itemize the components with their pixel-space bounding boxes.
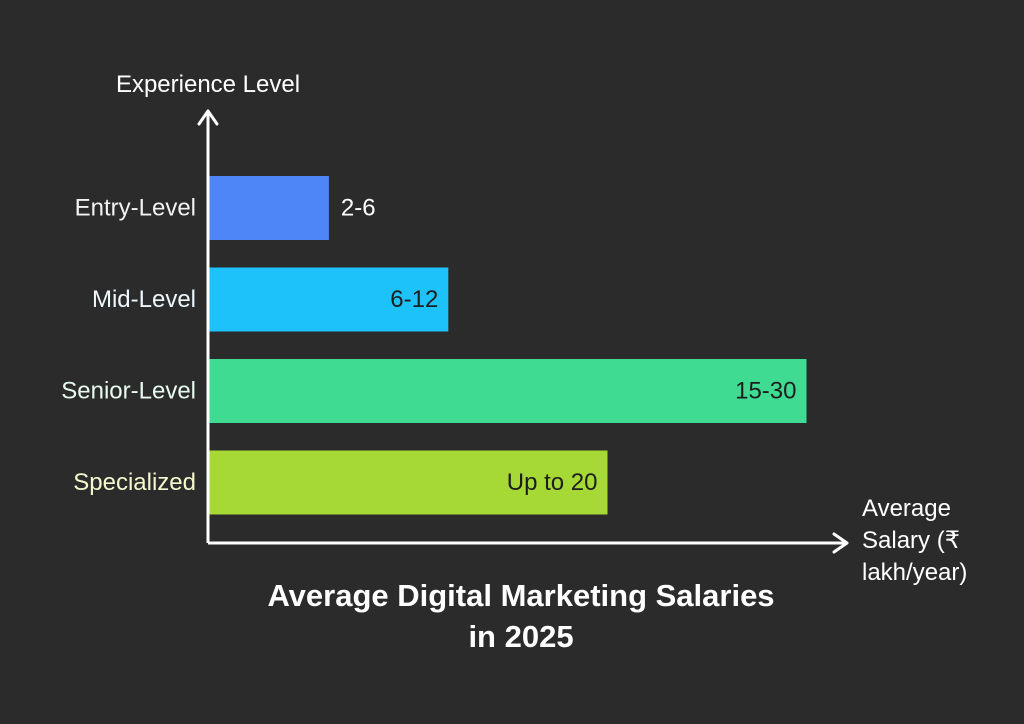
- x-axis-label-line-2: Salary (₹: [862, 527, 960, 554]
- category-labels-group: Entry-Level Mid-Level Senior-Level Speciali…: [61, 195, 196, 497]
- value-label-senior-level: 15-30: [735, 378, 796, 405]
- value-labels-group: 2-6 6-12 15-30 Up to 20: [341, 195, 797, 497]
- category-label-specialized: Specialized: [73, 469, 196, 496]
- value-label-entry-level: 2-6: [341, 195, 376, 222]
- bar-mid-level: [209, 267, 449, 332]
- x-axis-arrow-icon: [832, 532, 849, 554]
- value-label-specialized: Up to 20: [507, 469, 598, 496]
- category-label-senior-level: Senior-Level: [61, 378, 196, 405]
- chart-title-line-1: Average Digital Marketing Salaries: [267, 578, 774, 613]
- category-label-mid-level: Mid-Level: [92, 286, 196, 313]
- y-axis-label: Experience Level: [116, 71, 300, 98]
- category-label-entry-level: Entry-Level: [75, 195, 196, 222]
- bars-group: [209, 176, 807, 515]
- bar-senior-level: [209, 359, 807, 423]
- x-axis-label-line-1: Average: [862, 495, 951, 522]
- value-label-mid-level: 6-12: [390, 286, 438, 313]
- bar-specialized: [209, 450, 608, 515]
- chart-title-line-2: in 2025: [468, 619, 573, 654]
- y-axis-arrow-icon: [197, 109, 219, 126]
- bar-entry-level: [209, 176, 329, 240]
- axes: [197, 109, 849, 554]
- x-axis-label-line-3: lakh/year): [862, 559, 967, 586]
